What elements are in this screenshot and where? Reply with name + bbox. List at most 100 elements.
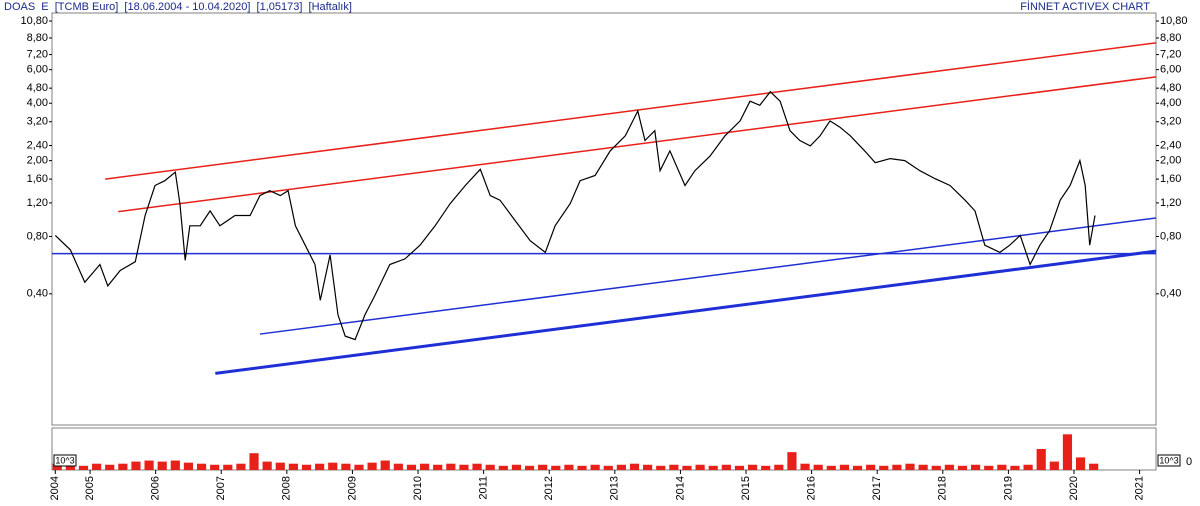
- volume-bar: [1049, 461, 1059, 470]
- volume-bar: [236, 463, 246, 470]
- volume-unit-box: [53, 454, 77, 467]
- x-tick-label: 2004: [49, 476, 61, 500]
- y-tick-label-right: 0,80: [1160, 230, 1181, 242]
- y-tick-label: 10,80: [20, 15, 48, 27]
- trend-line: [118, 76, 1157, 213]
- x-tick-label: 2006: [150, 476, 162, 500]
- volume-bar: [459, 464, 469, 470]
- volume-bar: [341, 463, 351, 470]
- volume-bar: [210, 464, 220, 470]
- volume-bar: [800, 463, 810, 470]
- y-tick-label: 1,60: [27, 173, 48, 185]
- volume-bar: [905, 463, 915, 470]
- volume-tick-label: 0: [1186, 456, 1192, 468]
- volume-bar: [1010, 465, 1020, 470]
- volume-bar: [590, 464, 600, 470]
- volume-bar: [380, 460, 390, 470]
- x-tick-label: 2014: [674, 476, 686, 500]
- volume-bar: [734, 465, 745, 470]
- chart-header: DOAS E [TCMB Euro] [18.06.2004 - 10.04.2…: [4, 1, 352, 13]
- volume-bar: [643, 464, 653, 470]
- volume-bar: [971, 464, 981, 470]
- volume-bar: [485, 464, 495, 470]
- volume-unit: 10^3: [1159, 455, 1178, 465]
- y-tick-label-right: 1,60: [1160, 173, 1181, 185]
- volume-bar: [92, 463, 102, 470]
- volume-bar: [406, 464, 417, 470]
- volume-bar: [984, 465, 994, 470]
- volume-bar: [446, 463, 456, 470]
- y-tick-label-right: 1,20: [1160, 197, 1181, 209]
- y-tick-label-right: 4,00: [1160, 97, 1181, 109]
- volume-bar: [183, 462, 194, 470]
- volume-bar: [249, 453, 259, 470]
- volume-bar: [131, 461, 141, 470]
- volume-bar: [1023, 464, 1033, 470]
- y-tick-label: 0,40: [27, 288, 48, 300]
- volume-bar: [695, 464, 705, 470]
- volume-bar: [65, 464, 75, 470]
- volume-bar: [105, 464, 115, 470]
- volume-bar: [223, 464, 233, 470]
- trend-line: [105, 42, 1157, 180]
- volume-bar: [538, 464, 548, 470]
- volume-bar: [997, 464, 1007, 470]
- volume-bar: [170, 460, 180, 470]
- volume-bar: [498, 465, 508, 470]
- volume-bar: [826, 465, 836, 470]
- y-tick-label: 6,00: [27, 64, 48, 76]
- volume-bar: [52, 463, 62, 470]
- y-tick-label: 8,80: [27, 32, 48, 44]
- volume-bar: [629, 463, 640, 470]
- volume-bar: [511, 464, 522, 470]
- y-tick-label-right: 2,00: [1160, 155, 1181, 167]
- volume-bar: [420, 463, 430, 470]
- x-tick-label: 2012: [543, 476, 555, 500]
- y-tick-label-right: 2,40: [1160, 139, 1181, 151]
- x-tick-label: 2009: [346, 476, 358, 500]
- volume-bar: [393, 463, 403, 470]
- volume-bar: [616, 464, 626, 470]
- volume-bar: [879, 465, 889, 470]
- volume-bar: [656, 465, 666, 470]
- volume-bar: [354, 464, 364, 470]
- x-tick-label: 2016: [806, 476, 818, 500]
- x-tick-label: 2015: [740, 476, 752, 500]
- y-tick-label: 7,20: [27, 48, 48, 60]
- volume-bar: [761, 465, 771, 470]
- x-tick-label: 2020: [1068, 476, 1080, 500]
- volume-bar: [787, 452, 797, 470]
- volume-bar: [944, 464, 954, 470]
- volume-bar: [957, 465, 968, 470]
- x-tick-label: 2019: [1002, 476, 1014, 500]
- price-panel: [51, 12, 1157, 426]
- volume-bar: [367, 462, 377, 470]
- x-tick-label: 2007: [215, 476, 227, 500]
- volume-bar: [262, 461, 272, 470]
- y-tick-label-right: 8,80: [1160, 32, 1181, 44]
- chart-brand: FİNNET ACTIVEX CHART: [1020, 0, 1150, 13]
- volume-bar: [433, 464, 443, 470]
- y-tick-label: 2,40: [27, 139, 48, 151]
- volume-bar: [1036, 449, 1046, 470]
- volume-bar: [721, 464, 731, 470]
- volume-bar: [275, 462, 285, 470]
- volume-bar: [328, 462, 338, 470]
- volume-bar: [774, 464, 784, 470]
- volume-bar: [839, 464, 850, 470]
- volume-bar: [813, 464, 823, 470]
- volume-bar: [603, 465, 613, 470]
- volume-unit-box: [1157, 454, 1181, 467]
- volume-bar: [1075, 457, 1086, 470]
- y-tick-label-right: 10,80: [1160, 15, 1188, 27]
- y-tick-label-right: 7,20: [1160, 48, 1181, 60]
- volume-bar: [682, 465, 692, 470]
- x-tick-label: 2018: [937, 476, 949, 500]
- x-tick-label: 2010: [412, 476, 424, 500]
- volume-bar: [551, 465, 561, 470]
- volume-bar: [524, 465, 535, 470]
- price-line: [54, 90, 1096, 341]
- volume-bar: [669, 464, 679, 470]
- y-tick-label: 3,20: [27, 116, 48, 128]
